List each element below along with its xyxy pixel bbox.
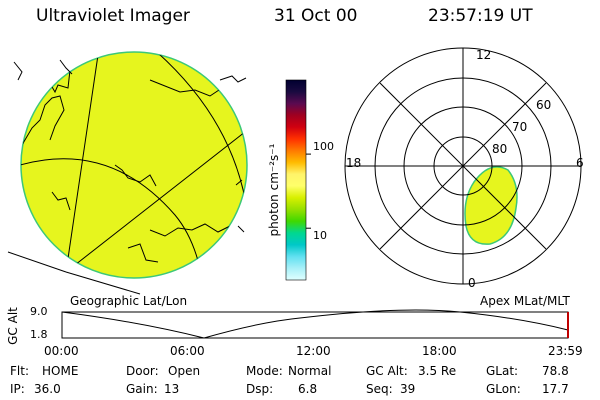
mlt-label-12: 12 — [476, 48, 492, 62]
status-mode-value: Normal — [288, 364, 332, 378]
coastline — [13, 61, 23, 81]
altitude-curve — [61, 309, 569, 339]
status-glon-value: 17.7 — [542, 382, 569, 396]
meridian-line — [21, 251, 67, 273]
status-glat-label: GLat: — [486, 364, 519, 378]
time-tick-1800: 18:00 — [422, 344, 457, 358]
geographic-caption: Geographic Lat/Lon — [70, 294, 188, 308]
colorbar-unit-label: photon cm⁻²s⁻¹ — [267, 143, 281, 237]
status-door-label: Door: — [126, 364, 159, 378]
polar-plot — [344, 47, 582, 285]
status-gain-value: 13 — [164, 382, 180, 396]
mlat-label-80: 80 — [492, 142, 508, 156]
instrument-title: Ultraviolet Imager — [36, 6, 190, 26]
coastline — [149, 223, 231, 237]
altitude-ytick-1.8: 1.8 — [30, 328, 48, 341]
meridian-line — [7, 251, 67, 273]
status-seq-value: 39 — [400, 382, 416, 396]
colorbar-scale — [285, 79, 307, 281]
coastline — [114, 164, 157, 187]
meridian-line — [65, 271, 141, 295]
coastline — [237, 225, 245, 233]
status-ip-value: 36.0 — [34, 382, 61, 396]
auroral-oval-region — [464, 166, 518, 245]
coastline — [235, 179, 243, 186]
colorbar-tick-100: 100 — [313, 140, 334, 153]
mlat-label-60: 60 — [536, 98, 552, 112]
colorbar-tick-10: 10 — [313, 229, 327, 242]
status-gcalt-value: 3.5 Re — [418, 364, 457, 378]
status-glon-label: GLon: — [486, 382, 521, 396]
status-dsp-label: Dsp: — [246, 382, 274, 396]
altitude-plot — [61, 309, 569, 339]
meridian-line — [65, 127, 247, 273]
mlt-label-6: 6 — [576, 156, 584, 170]
status-flt-label: Flt: — [10, 364, 29, 378]
status-flt-value: HOME — [42, 364, 79, 378]
status-glat-value: 78.8 — [542, 364, 569, 378]
altitude-ytick-9: 9.0 — [30, 305, 48, 318]
status-mode-label: Mode: — [246, 364, 283, 378]
status-door-value: Open — [168, 364, 201, 378]
coastline — [219, 75, 247, 83]
auroral-emission-disk — [20, 51, 248, 279]
altitude-ylabel: GC Alt — [5, 307, 20, 345]
mlt-diagonal — [379, 82, 547, 250]
coastline — [127, 243, 159, 263]
time-tick-0600: 06:00 — [170, 344, 205, 358]
time-tick-2359: 23:59 — [548, 344, 583, 358]
coastline — [59, 59, 73, 75]
apex-caption: Apex MLat/MLT — [480, 294, 570, 308]
time-tick-0000: 00:00 — [44, 344, 79, 358]
mlat-label-70: 70 — [512, 120, 528, 134]
status-seq-label: Seq: — [366, 382, 393, 396]
mlt-label-0: 0 — [468, 276, 476, 290]
status-dsp-value: 6.8 — [298, 382, 318, 396]
time-tick-1200: 12:00 — [296, 344, 331, 358]
colorbar — [285, 79, 311, 281]
colorbar-ticks — [306, 153, 311, 229]
meridian-line — [65, 54, 99, 273]
status-gain-label: Gain: — [126, 382, 158, 396]
date-label: 31 Oct 00 — [274, 6, 358, 26]
geographic-image — [7, 51, 248, 295]
mlt-label-18: 18 — [346, 156, 362, 170]
coastline — [51, 191, 71, 211]
status-ip-label: IP: — [10, 382, 25, 396]
status-gcalt-label: GC Alt: — [366, 364, 408, 378]
time-label: 23:57:19 UT — [428, 6, 533, 26]
coastline — [21, 95, 65, 146]
